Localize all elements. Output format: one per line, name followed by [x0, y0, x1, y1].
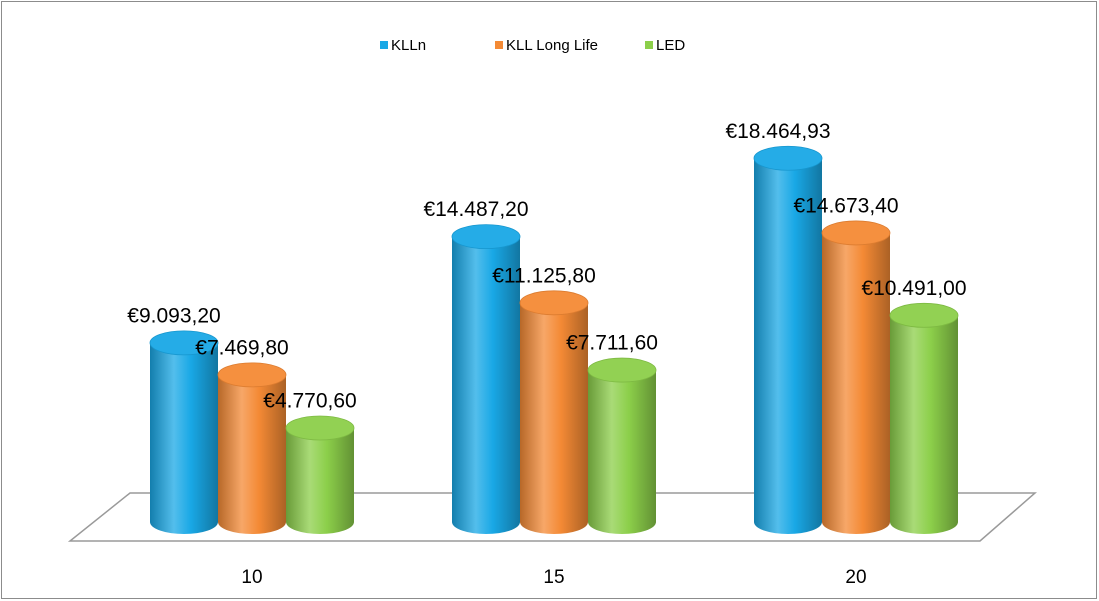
legend-label: KLL Long Life — [506, 37, 598, 54]
cylinder-body — [452, 236, 520, 534]
legend-swatch — [645, 41, 653, 49]
cylinder-body — [286, 428, 354, 534]
cylinder-body — [890, 315, 958, 534]
cylinder-body — [520, 302, 588, 534]
x-tick-label: 10 — [241, 567, 262, 588]
cylinder-body — [588, 370, 656, 534]
cylinder-top — [519, 290, 589, 316]
cylinder-top — [821, 220, 891, 246]
cylinder-body — [822, 232, 890, 534]
cylinder-top — [217, 362, 287, 388]
cylinder-body — [150, 342, 218, 534]
cylinder-top — [889, 302, 959, 328]
cylinder-top — [753, 145, 823, 171]
x-tick-label: 20 — [845, 567, 866, 588]
cylinder-top — [451, 224, 521, 250]
cylinder-top — [587, 357, 657, 383]
cylinder-body — [218, 374, 286, 534]
legend-swatch — [380, 41, 388, 49]
value-label: €11.125,80 — [492, 264, 596, 287]
value-label: €7.469,80 — [195, 336, 288, 359]
legend-swatch — [495, 41, 503, 49]
value-label: €4.770,60 — [263, 390, 356, 413]
value-label: €14.673,40 — [793, 194, 898, 217]
cylinder-body — [754, 158, 822, 534]
legend-label: LED — [656, 37, 685, 54]
value-label: €14.487,20 — [423, 198, 528, 221]
value-label: €10.491,00 — [861, 277, 966, 300]
cylinder-top — [149, 330, 219, 356]
cylinder-top — [285, 415, 355, 441]
value-label: €18.464,93 — [725, 120, 830, 143]
value-label: €7.711,60 — [566, 332, 658, 355]
legend-label: KLLn — [391, 37, 426, 54]
value-label: €9.093,20 — [127, 304, 220, 327]
x-tick-label: 15 — [543, 567, 564, 588]
